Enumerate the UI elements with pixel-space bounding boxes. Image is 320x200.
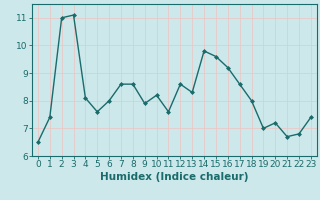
- X-axis label: Humidex (Indice chaleur): Humidex (Indice chaleur): [100, 172, 249, 182]
